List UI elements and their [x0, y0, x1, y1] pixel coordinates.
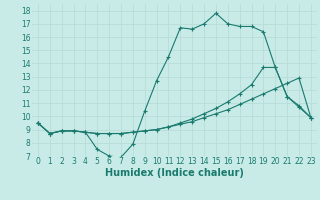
X-axis label: Humidex (Indice chaleur): Humidex (Indice chaleur) [105, 168, 244, 178]
